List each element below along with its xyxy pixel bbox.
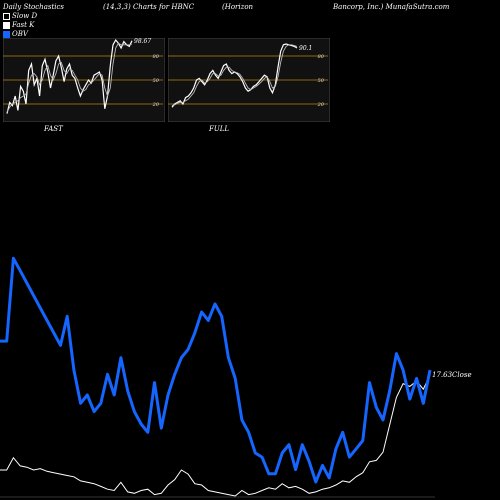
legend-slow-d-swatch	[3, 12, 10, 20]
legend-fast-k-swatch	[3, 21, 10, 29]
fast-level-tick-20: 20	[152, 102, 160, 108]
fast-level-tick-50: 50	[153, 78, 160, 84]
chart-params: (14,3,3) Charts for HBNC	[103, 3, 195, 11]
legend-slow-d: Slow D	[3, 12, 37, 20]
legend-slow-d-label: Slow D	[12, 12, 38, 20]
legend-fast-k-label: Fast K	[12, 21, 35, 29]
close-price-value: 17.63	[432, 371, 453, 379]
chart-title: Daily Stochastics	[3, 3, 65, 11]
legend-obv-label: OBV	[12, 30, 28, 38]
fast-panel-label: FAST	[44, 125, 63, 133]
legend-obv: OBV	[3, 30, 28, 38]
company-name-part1: (Horizon	[222, 3, 254, 11]
full-level-tick-20: 20	[317, 102, 325, 108]
obv-price-chart	[0, 256, 435, 498]
fast-fast-k-line	[6, 38, 133, 114]
obv-line	[0, 256, 432, 484]
full-stochastic-panel: 80 50 20 90.1	[168, 38, 330, 122]
full-level-tick-50: 50	[318, 78, 325, 84]
full-level-tick-80: 80	[318, 54, 325, 60]
fast-level-tick-80: 80	[153, 54, 160, 60]
legend-obv-swatch	[3, 30, 10, 38]
legend-fast-k: Fast K	[3, 21, 34, 29]
fast-slow-d-line	[6, 42, 133, 113]
full-last-value-label: 90.1	[299, 45, 312, 52]
fast-last-value-label: 98.67	[134, 38, 151, 45]
fast-stochastic-panel: 80 50 20 98.67	[3, 38, 165, 122]
full-full-d-line	[171, 44, 298, 107]
price-line	[0, 374, 431, 497]
close-suffix: Close	[452, 371, 472, 379]
company-name-part2: Bancorp, Inc.) MunafaSutra.com	[333, 3, 450, 11]
full-panel-label: FULL	[209, 125, 230, 133]
close-price-label: 17.63Close	[432, 371, 472, 379]
